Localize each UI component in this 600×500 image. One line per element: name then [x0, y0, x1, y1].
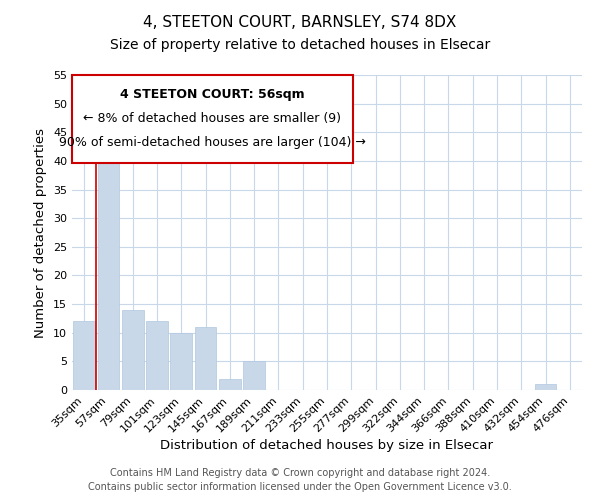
Text: Contains public sector information licensed under the Open Government Licence v3: Contains public sector information licen…	[88, 482, 512, 492]
Text: 4, STEETON COURT, BARNSLEY, S74 8DX: 4, STEETON COURT, BARNSLEY, S74 8DX	[143, 15, 457, 30]
Bar	[194, 327, 217, 390]
Bar	[535, 384, 556, 390]
Bar	[170, 332, 192, 390]
Text: ← 8% of detached houses are smaller (9): ← 8% of detached houses are smaller (9)	[83, 112, 341, 125]
Bar	[146, 322, 168, 390]
X-axis label: Distribution of detached houses by size in Elsecar: Distribution of detached houses by size …	[161, 440, 493, 452]
Y-axis label: Number of detached properties: Number of detached properties	[34, 128, 47, 338]
Bar	[243, 362, 265, 390]
Bar	[122, 310, 143, 390]
Text: Size of property relative to detached houses in Elsecar: Size of property relative to detached ho…	[110, 38, 490, 52]
Bar	[97, 144, 119, 390]
Bar	[219, 378, 241, 390]
Text: 90% of semi-detached houses are larger (104) →: 90% of semi-detached houses are larger (…	[59, 136, 365, 149]
Text: 4 STEETON COURT: 56sqm: 4 STEETON COURT: 56sqm	[120, 88, 305, 101]
Bar	[73, 322, 95, 390]
Text: Contains HM Land Registry data © Crown copyright and database right 2024.: Contains HM Land Registry data © Crown c…	[110, 468, 490, 477]
